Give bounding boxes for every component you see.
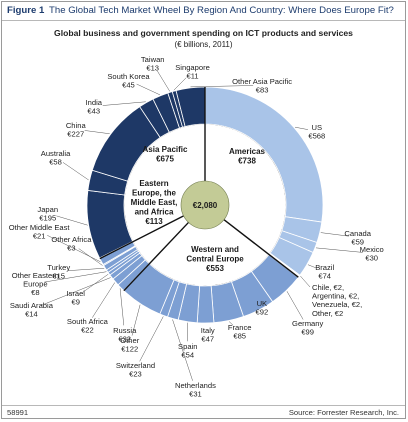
chart-title: Global business and government spending … <box>54 28 353 38</box>
region-labels: Americas €738 Western and Central Europe €55… <box>131 145 266 273</box>
country-label-other-asia-pacific: Other Asia Pacific €83 <box>232 77 292 95</box>
leader-line <box>67 268 105 271</box>
region-label-eastern-europe-the-middle-east-and-africa: Eastern Europe, the Middle East, and Africa… <box>131 179 178 226</box>
leader-line <box>56 215 88 226</box>
leader-line <box>307 264 317 269</box>
leader-line <box>102 101 146 106</box>
leader-line <box>47 235 101 262</box>
region-divider <box>123 221 190 292</box>
leader-line <box>136 83 161 96</box>
region-divider <box>223 219 299 278</box>
leader-line <box>300 275 311 288</box>
leader-line <box>173 77 187 91</box>
figure-title: The Global Tech Market Wheel By Region A… <box>49 5 394 16</box>
figure-label: Figure 1 <box>7 5 45 16</box>
country-label-italy: Italy €47 <box>201 326 215 344</box>
leader-line <box>190 85 254 88</box>
leader-line <box>320 232 349 237</box>
region-divider <box>99 215 184 260</box>
leader-line <box>228 321 234 326</box>
country-label-india: India €43 <box>86 98 103 116</box>
country-label-mexico: Mexico €30 <box>360 245 384 263</box>
leader-line <box>39 277 111 307</box>
country-label-chile-argentina-venezuela-other: Chile, €2, Argentina, €2, Venezuela, €2, Ot… <box>312 283 362 318</box>
leader-line <box>92 282 115 318</box>
leader-line <box>44 271 107 283</box>
leader-line <box>84 130 110 134</box>
country-label-other-middle-east: Other Middle East €21 <box>9 223 71 241</box>
country-label-japan: Japan €195 <box>37 205 58 223</box>
country-label-saudi-arabia: Saudi Arabia €14 <box>10 301 54 319</box>
country-label-israel: Israel €9 <box>66 289 85 307</box>
country-label-china: China €227 <box>66 121 87 139</box>
source-note: Source: Forrester Research, Inc. <box>288 408 399 417</box>
country-label-other-africa: Other Africa €3 <box>51 235 92 253</box>
country-label-canada: Canada €59 <box>344 229 371 247</box>
country-label-south-africa: South Africa €22 <box>67 317 109 335</box>
leader-line <box>157 70 170 92</box>
figure-header: Figure 1 The Global Tech Market Wheel By… <box>2 2 405 21</box>
country-label-south-korea: South Korea €45 <box>107 72 150 90</box>
country-label-russia: Russia €22 <box>113 326 137 344</box>
country-label-other: Other €122 <box>120 336 139 354</box>
country-label-us: US €568 <box>308 123 325 141</box>
leader-line <box>82 274 109 293</box>
country-label-singapore: Singapore €11 <box>175 63 210 81</box>
leader-line <box>172 319 193 381</box>
country-label-australia: Australia €58 <box>41 149 71 167</box>
center-total: €2,080 <box>180 180 230 230</box>
country-segment-italy <box>196 285 215 324</box>
leader-line <box>286 291 304 320</box>
region-label-western-and-central-europe: Western and Central Europe €553 <box>186 245 244 273</box>
center-circle <box>180 180 230 230</box>
country-label-turkey: Turkey €15 <box>47 263 70 281</box>
country-label-france: France €85 <box>228 323 252 341</box>
country-label-netherlands: Netherlands €31 <box>175 381 216 399</box>
leader-line <box>139 316 164 362</box>
country-label-switzerland: Switzerland €23 <box>116 361 155 379</box>
region-label-americas: Americas €738 <box>229 147 266 166</box>
leader-line <box>294 126 309 130</box>
leader-line <box>131 304 141 336</box>
figure-footer: 58991 Source: Forrester Research, Inc. <box>2 405 405 420</box>
country-label-spain: Spain €54 <box>178 342 197 360</box>
figure-id: 58991 <box>7 408 29 417</box>
country-label-germany: Germany €99 <box>292 319 323 337</box>
region-label-asia-pacific: Asia Pacific €675 <box>143 145 188 164</box>
chart-subtitle: (€ billions, 2011) <box>174 40 233 49</box>
country-label-uk: UK €92 <box>256 299 269 317</box>
leader-line <box>119 288 125 326</box>
center-total-label: €2,080 <box>193 201 218 210</box>
region-dividers <box>99 87 299 292</box>
country-label-taiwan: Taiwan €13 <box>141 55 165 73</box>
country-label-brazil: Brazil €74 <box>315 263 334 281</box>
country-label-other-eastern-europe: Other Eastern Europe €8 <box>12 271 59 297</box>
leader-line <box>315 247 363 253</box>
leader-line <box>62 162 89 181</box>
